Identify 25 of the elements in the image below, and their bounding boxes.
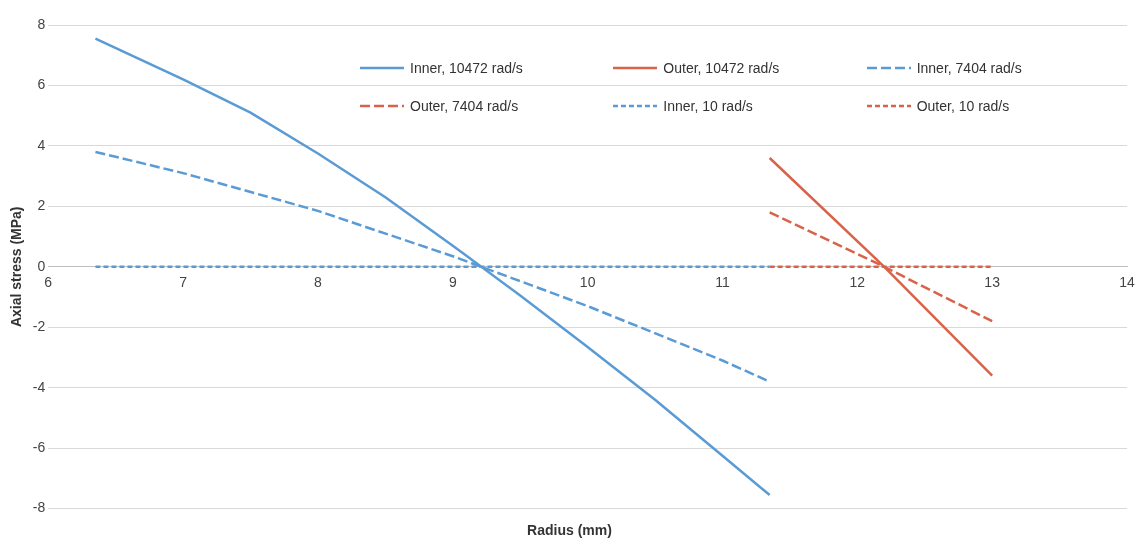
legend-label: Inner, 10472 rad/s <box>410 60 523 76</box>
y-axis-title: Axial stress (MPa) <box>8 206 25 328</box>
legend-label: Inner, 10 rad/s <box>663 98 753 114</box>
legend-label: Outer, 10 rad/s <box>916 98 1010 114</box>
x-tick-label: 12 <box>849 274 866 291</box>
y-tick-label: 2 <box>37 197 46 214</box>
x-tick-label: 14 <box>1119 274 1135 291</box>
y-tick-label: -6 <box>32 439 46 456</box>
legend-label: Outer, 7404 rad/s <box>410 98 519 114</box>
y-tick-label: -4 <box>32 378 46 395</box>
legend-label: Outer, 10472 rad/s <box>663 60 780 76</box>
legend-label: Inner, 7404 rad/s <box>916 60 1022 76</box>
y-tick-label: 0 <box>37 257 46 274</box>
x-axis-title: Radius (mm) <box>526 522 613 538</box>
y-tick-label: -2 <box>32 318 46 335</box>
x-tick-label: 8 <box>314 274 323 291</box>
x-tick-label: 13 <box>984 274 1001 291</box>
x-tick-label: 7 <box>179 274 188 291</box>
y-tick-label: 6 <box>37 76 46 93</box>
x-tick-label: 10 <box>579 274 596 291</box>
x-tick-label: 11 <box>715 274 730 291</box>
x-tick-label: 9 <box>448 274 457 291</box>
y-tick-label: 8 <box>37 15 46 32</box>
y-tick-label: 4 <box>37 136 46 153</box>
y-tick-label: -8 <box>32 499 46 516</box>
